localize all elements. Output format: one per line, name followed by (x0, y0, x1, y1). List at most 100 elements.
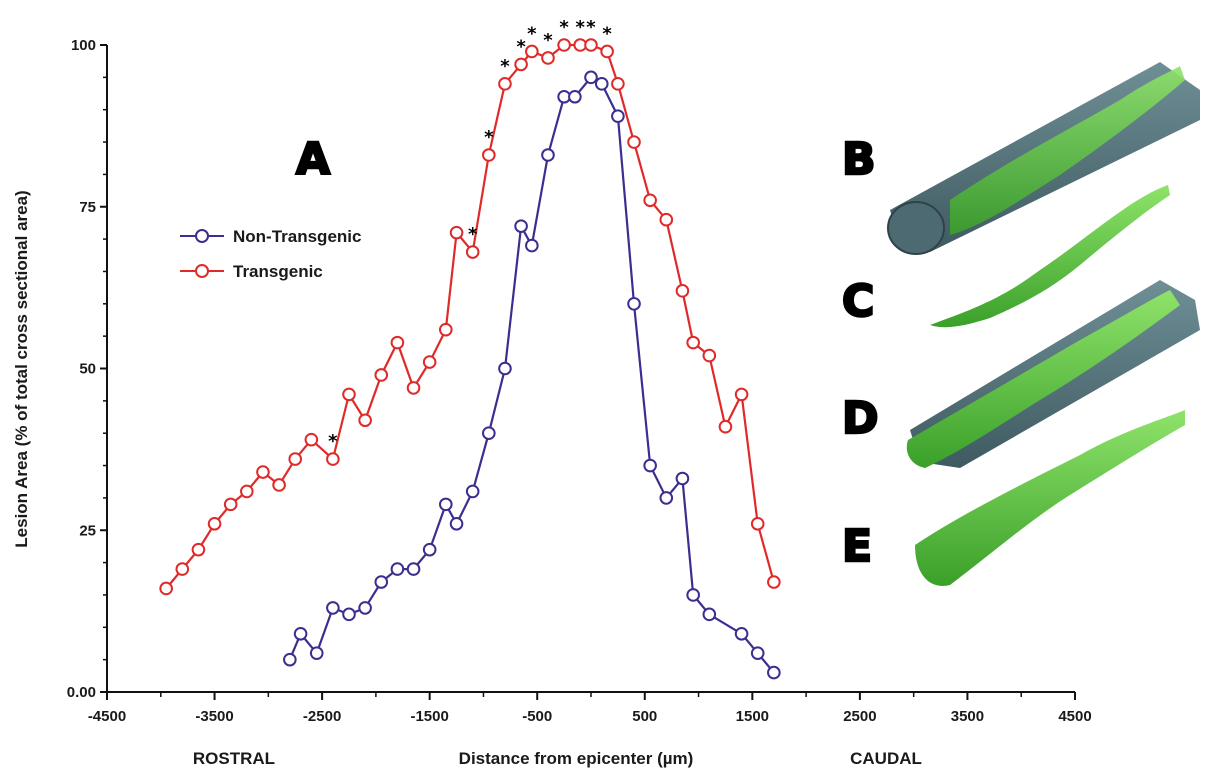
panel-b-reconstruction-image (887, 62, 1200, 255)
significance-asterisk: * (527, 23, 537, 44)
data-point-non-transgenic (611, 109, 625, 123)
data-point-transgenic (718, 419, 733, 434)
data-point-non-transgenic (584, 70, 598, 85)
data-point-non-transgenic (594, 77, 609, 91)
data-point-transgenic (498, 77, 512, 91)
significance-asterisk: * (500, 56, 510, 77)
data-point-transgenic (272, 478, 286, 492)
data-point-non-transgenic (358, 601, 372, 615)
data-point-transgenic (734, 387, 749, 402)
data-point-transgenic (659, 212, 674, 227)
data-point-transgenic (686, 335, 700, 350)
data-point-transgenic (240, 484, 254, 499)
x-tick-label: -500 (522, 708, 552, 725)
data-point-transgenic (643, 193, 657, 208)
data-point-transgenic (525, 44, 539, 59)
data-point-transgenic (627, 135, 641, 149)
data-point-non-transgenic (568, 89, 582, 104)
data-point-non-transgenic (525, 238, 539, 253)
series-transgenic (159, 38, 781, 596)
data-point-non-transgenic (342, 607, 356, 622)
significance-asterisk: * (559, 17, 569, 38)
significance-asterisk: * (602, 23, 612, 44)
caudal-label: CAUDAL (850, 749, 922, 768)
data-point-transgenic (406, 381, 421, 395)
data-point-transgenic (374, 368, 389, 382)
data-point-transgenic (175, 562, 190, 576)
rostral-label: ROSTRAL (193, 749, 275, 768)
data-point-transgenic (342, 387, 356, 402)
data-point-transgenic (422, 355, 437, 369)
panel-label-d: D (842, 393, 879, 444)
x-tick-label: 2500 (843, 708, 876, 725)
data-point-non-transgenic (439, 497, 453, 512)
data-point-transgenic (767, 575, 781, 589)
y-tick-label: 25 (79, 522, 96, 539)
data-point-transgenic (390, 335, 405, 350)
legend: Non-Transgenic Transgenic (180, 227, 361, 281)
data-point-transgenic (326, 452, 340, 466)
data-point-transgenic (449, 225, 464, 240)
data-point-non-transgenic (643, 458, 657, 473)
legend-label-transgenic: Transgenic (233, 262, 323, 281)
data-point-non-transgenic (482, 426, 496, 441)
panel-c-lesion-image (930, 185, 1170, 328)
panel-label-b: B (842, 134, 876, 185)
data-point-transgenic (439, 322, 453, 337)
data-point-non-transgenic (293, 626, 308, 641)
data-point-non-transgenic (750, 646, 765, 660)
panel-label-a: A (296, 134, 330, 185)
data-point-non-transgenic (449, 516, 464, 531)
data-point-non-transgenic (514, 219, 528, 233)
axes (106, 45, 1075, 693)
y-tick-label: 75 (79, 199, 96, 216)
panel-label-e: E (842, 521, 872, 572)
data-point-non-transgenic (541, 148, 555, 162)
data-point-transgenic (223, 497, 238, 512)
significance-asterisk: * (328, 431, 338, 452)
data-point-non-transgenic (309, 646, 324, 660)
data-point-transgenic (675, 284, 690, 298)
data-point-non-transgenic (406, 562, 421, 576)
data-point-transgenic (304, 432, 319, 447)
data-point-non-transgenic (374, 575, 389, 589)
x-tick-label: 1500 (736, 708, 769, 725)
panel-label-c: C (842, 276, 874, 327)
significance-asterisk: * (468, 224, 478, 245)
data-point-non-transgenic (326, 601, 340, 615)
data-point-non-transgenic (686, 588, 700, 602)
data-point-transgenic (207, 516, 222, 531)
data-point-non-transgenic (675, 471, 690, 486)
data-point-non-transgenic (702, 607, 717, 622)
significance-asterisk: * (516, 36, 526, 57)
data-point-non-transgenic (767, 665, 781, 680)
data-point-transgenic (358, 413, 372, 428)
significance-annotations: ****** ** * * * (328, 17, 612, 452)
panel-e-lesion-image (915, 410, 1185, 586)
x-tick-label: -4500 (88, 708, 126, 725)
significance-asterisk: * (543, 30, 553, 51)
x-tick-label: -1500 (410, 708, 448, 725)
data-point-transgenic (159, 581, 173, 596)
data-point-non-transgenic (659, 491, 674, 505)
data-point-transgenic (256, 465, 270, 479)
data-point-transgenic (584, 38, 598, 52)
significance-asterisk: * (586, 17, 596, 38)
data-point-transgenic (611, 77, 625, 91)
data-point-non-transgenic (498, 361, 512, 376)
data-point-non-transgenic (627, 297, 641, 311)
legend-label-non-transgenic: Non-Transgenic (233, 227, 361, 246)
data-point-non-transgenic (422, 542, 437, 557)
y-tick-label: 50 (79, 361, 96, 378)
x-axis-label: Distance from epicenter (µm) (459, 749, 694, 768)
data-point-non-transgenic (283, 652, 297, 667)
x-tick-label: 4500 (1058, 708, 1091, 725)
legend-entry-transgenic: Transgenic (180, 262, 323, 281)
data-point-non-transgenic (734, 626, 749, 641)
axis-ticks: 0.00 25 50 75 100 -4500 -3500 -2500 -1500 -500 500… (67, 37, 1092, 725)
y-axis-label: Lesion Area (% of total cross sectional … (12, 190, 31, 547)
data-point-transgenic (482, 148, 496, 162)
series-line-non-transgenic (288, 75, 775, 674)
data-point-transgenic (465, 245, 480, 259)
